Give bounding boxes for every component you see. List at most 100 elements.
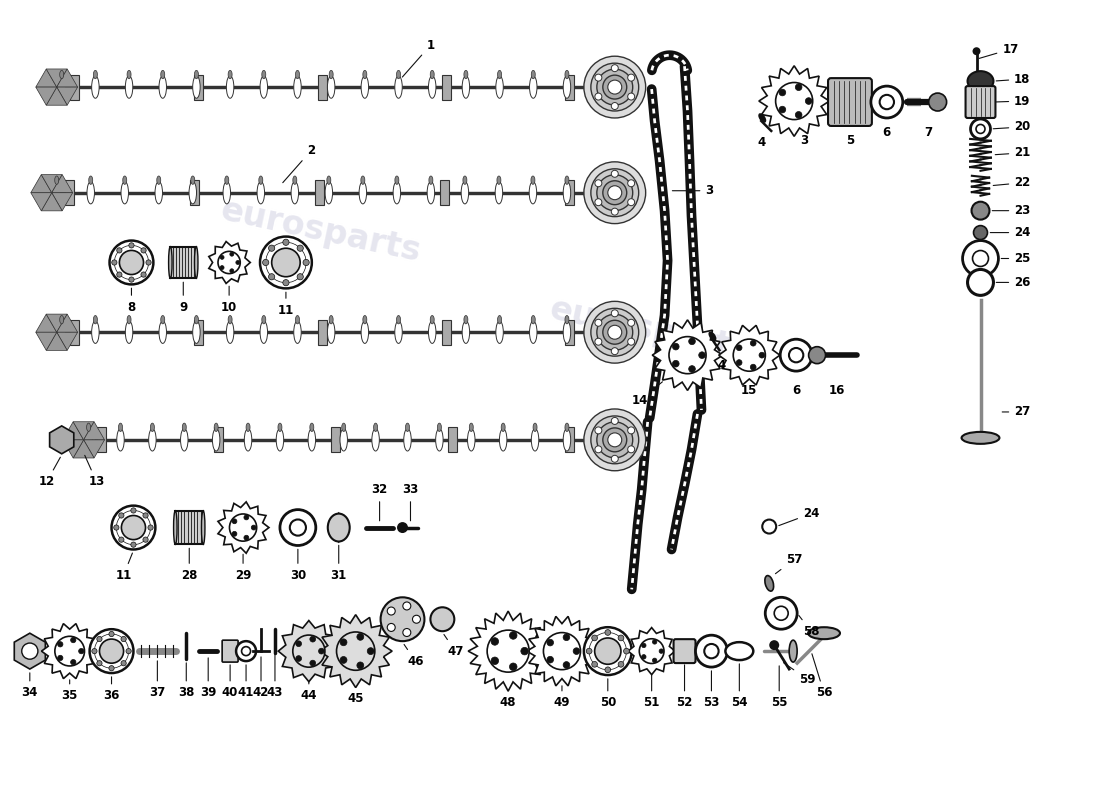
Circle shape xyxy=(591,308,639,356)
Polygon shape xyxy=(57,69,78,87)
Circle shape xyxy=(91,649,97,654)
Polygon shape xyxy=(31,193,52,211)
Polygon shape xyxy=(46,69,67,87)
Circle shape xyxy=(672,360,679,367)
Ellipse shape xyxy=(89,176,92,184)
Circle shape xyxy=(22,643,37,659)
Ellipse shape xyxy=(292,182,298,204)
Circle shape xyxy=(283,279,289,286)
Ellipse shape xyxy=(195,246,198,278)
Ellipse shape xyxy=(94,70,98,78)
Circle shape xyxy=(143,513,148,518)
Ellipse shape xyxy=(123,176,126,184)
Ellipse shape xyxy=(438,423,441,431)
Polygon shape xyxy=(74,422,95,440)
Ellipse shape xyxy=(329,315,333,324)
Text: eurosparts: eurosparts xyxy=(547,293,752,368)
Circle shape xyxy=(230,514,256,541)
Ellipse shape xyxy=(363,315,366,324)
Text: 18: 18 xyxy=(997,73,1031,86)
Ellipse shape xyxy=(328,76,334,98)
Text: 5: 5 xyxy=(846,134,854,147)
Ellipse shape xyxy=(342,423,345,431)
Ellipse shape xyxy=(406,423,409,431)
Bar xyxy=(449,427,458,453)
Circle shape xyxy=(779,106,785,113)
Bar xyxy=(65,180,74,206)
Circle shape xyxy=(974,226,988,239)
Ellipse shape xyxy=(180,429,188,451)
Circle shape xyxy=(612,348,618,354)
Circle shape xyxy=(605,667,610,673)
Text: eurosparts: eurosparts xyxy=(218,194,425,268)
Ellipse shape xyxy=(361,76,368,98)
Circle shape xyxy=(597,69,632,105)
Ellipse shape xyxy=(168,246,172,278)
Circle shape xyxy=(736,345,743,350)
Circle shape xyxy=(595,319,602,326)
Circle shape xyxy=(672,343,679,350)
Ellipse shape xyxy=(531,315,536,324)
Text: 24: 24 xyxy=(779,507,820,526)
Ellipse shape xyxy=(496,321,504,343)
Ellipse shape xyxy=(59,70,64,78)
Circle shape xyxy=(595,74,602,81)
Ellipse shape xyxy=(201,510,205,545)
Circle shape xyxy=(397,522,408,533)
Circle shape xyxy=(340,657,346,663)
Ellipse shape xyxy=(160,76,166,98)
Circle shape xyxy=(297,274,304,280)
Circle shape xyxy=(695,635,727,667)
Ellipse shape xyxy=(91,76,99,98)
Circle shape xyxy=(639,638,664,663)
Circle shape xyxy=(289,519,306,536)
Ellipse shape xyxy=(463,176,466,184)
Circle shape xyxy=(652,658,657,662)
Ellipse shape xyxy=(308,429,316,451)
Circle shape xyxy=(141,272,146,278)
Ellipse shape xyxy=(246,423,250,431)
Circle shape xyxy=(403,629,410,637)
Circle shape xyxy=(584,56,646,118)
Ellipse shape xyxy=(961,432,1000,444)
Circle shape xyxy=(762,519,777,534)
Text: 51: 51 xyxy=(644,675,660,710)
Text: 48: 48 xyxy=(499,690,516,710)
Circle shape xyxy=(251,525,256,530)
Text: 44: 44 xyxy=(300,682,317,702)
Text: 33: 33 xyxy=(403,483,419,521)
Polygon shape xyxy=(527,616,597,686)
Circle shape xyxy=(563,634,570,641)
Bar xyxy=(318,320,327,345)
Circle shape xyxy=(628,180,635,186)
Ellipse shape xyxy=(430,315,434,324)
Circle shape xyxy=(612,310,618,317)
Ellipse shape xyxy=(361,321,368,343)
Text: 17: 17 xyxy=(979,42,1019,58)
Circle shape xyxy=(750,340,756,346)
Ellipse shape xyxy=(429,176,433,184)
Ellipse shape xyxy=(59,315,64,324)
Circle shape xyxy=(272,248,300,277)
Circle shape xyxy=(628,427,635,434)
Circle shape xyxy=(628,74,635,81)
Ellipse shape xyxy=(565,70,569,78)
Circle shape xyxy=(57,642,63,647)
Polygon shape xyxy=(759,66,829,136)
Ellipse shape xyxy=(499,429,507,451)
Polygon shape xyxy=(46,314,67,332)
Circle shape xyxy=(310,636,316,642)
Ellipse shape xyxy=(195,315,198,324)
Text: 37: 37 xyxy=(150,661,165,699)
Ellipse shape xyxy=(119,423,122,431)
Circle shape xyxy=(78,649,84,654)
Ellipse shape xyxy=(224,176,229,184)
Ellipse shape xyxy=(427,182,434,204)
Polygon shape xyxy=(329,514,349,542)
Polygon shape xyxy=(36,332,57,350)
Bar xyxy=(316,180,324,206)
Polygon shape xyxy=(628,628,675,674)
Circle shape xyxy=(871,86,903,118)
Circle shape xyxy=(491,638,498,646)
Ellipse shape xyxy=(395,321,403,343)
